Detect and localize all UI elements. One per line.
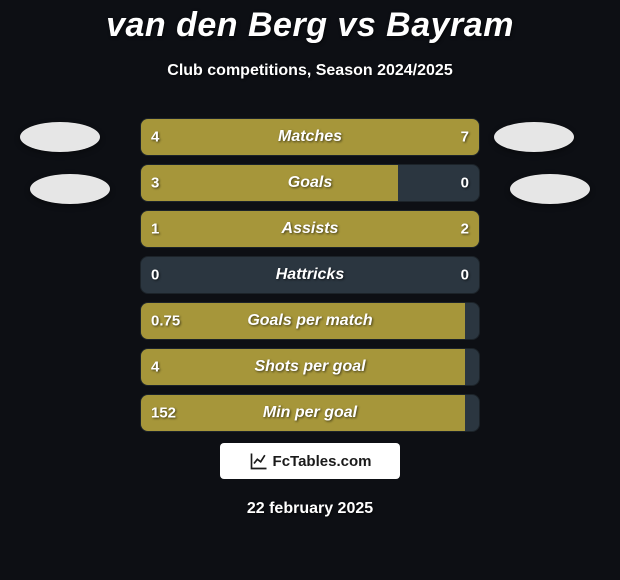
comparison-infographic: van den Berg vs Bayram Club competitions… bbox=[0, 0, 620, 580]
stats-bars: 47Matches 30Goals 12Assists 00Hattricks 0.75… bbox=[140, 118, 480, 440]
stat-label: Min per goal bbox=[141, 404, 479, 422]
subtitle: Club competitions, Season 2024/2025 bbox=[0, 62, 620, 80]
stat-row: 47Matches bbox=[140, 118, 480, 156]
stat-label: Matches bbox=[141, 128, 479, 146]
date-text: 22 february 2025 bbox=[0, 500, 620, 518]
watermark-text: FcTables.com bbox=[273, 453, 372, 470]
player-avatar-right bbox=[494, 122, 574, 152]
stat-row: 152Min per goal bbox=[140, 394, 480, 432]
stat-row: 4Shots per goal bbox=[140, 348, 480, 386]
stat-label: Assists bbox=[141, 220, 479, 238]
chart-icon bbox=[249, 451, 269, 471]
stat-label: Shots per goal bbox=[141, 358, 479, 376]
stat-label: Hattricks bbox=[141, 266, 479, 284]
stat-row: 12Assists bbox=[140, 210, 480, 248]
stat-row: 30Goals bbox=[140, 164, 480, 202]
stat-label: Goals per match bbox=[141, 312, 479, 330]
player-avatar-left bbox=[20, 122, 100, 152]
stat-row: 0.75Goals per match bbox=[140, 302, 480, 340]
stat-label: Goals bbox=[141, 174, 479, 192]
player-avatar-left bbox=[30, 174, 110, 204]
stat-row: 00Hattricks bbox=[140, 256, 480, 294]
player-avatar-right bbox=[510, 174, 590, 204]
watermark-badge[interactable]: FcTables.com bbox=[220, 443, 400, 479]
page-title: van den Berg vs Bayram bbox=[0, 6, 620, 45]
